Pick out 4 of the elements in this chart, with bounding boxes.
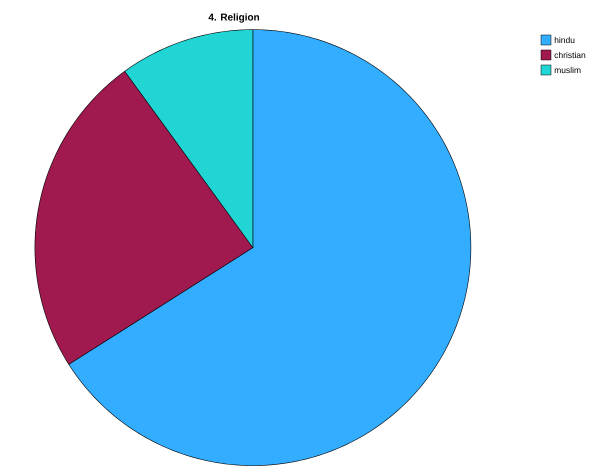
legend-label: christian xyxy=(554,52,586,58)
chart-title: 4. Religion xyxy=(208,13,260,23)
legend-label: muslim xyxy=(554,66,580,74)
legend-label: hindu xyxy=(554,36,574,44)
